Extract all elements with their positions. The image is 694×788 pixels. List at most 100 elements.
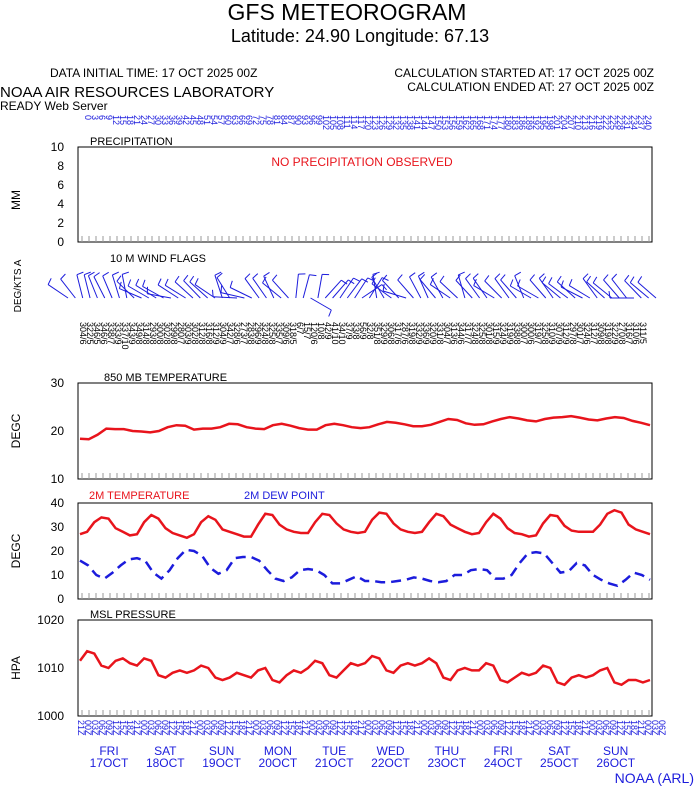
wind-value-label: 299/8 — [169, 322, 179, 345]
top-hour-label: 57 — [216, 115, 226, 125]
wind-barb-flag — [272, 274, 278, 281]
wind-barb — [409, 276, 422, 299]
top-hour-label: 54 — [209, 115, 219, 125]
wind-barb — [624, 280, 642, 299]
wind-barb-flag — [194, 278, 199, 285]
top-hour-label: 66 — [237, 115, 247, 125]
wind-barb-flag — [127, 279, 132, 287]
wind-value-label: 342/7 — [225, 322, 235, 345]
temp850-minor-ticks — [81, 473, 650, 479]
top-hour-label: 72 — [251, 115, 261, 125]
wind-barb — [127, 285, 150, 299]
wind-barb — [272, 279, 289, 299]
top-hour-label: 78 — [265, 115, 275, 125]
bottom-hour-label: 15Z — [342, 720, 352, 736]
wind-value-label: 270/8 — [617, 322, 627, 345]
wind-value-label: 309/8 — [596, 322, 606, 345]
wind-barb-flag — [263, 271, 270, 277]
bottom-hour-axis: 21Z00Z03Z06Z09Z12Z15Z18Z21Z00Z03Z06Z09Z1… — [76, 720, 667, 736]
wind-barbs — [47, 271, 657, 317]
initial-time-label: DATA INITIAL TIME: 17 OCT 2025 00Z — [50, 66, 257, 80]
top-hour-label: 186 — [517, 115, 527, 130]
top-hour-label: 108 — [335, 115, 345, 130]
wind-barb — [510, 285, 532, 299]
wind-value-label: 300/8 — [155, 322, 165, 345]
bottom-hour-label: 00Z — [83, 720, 93, 736]
wind-value-label: 325/8 — [267, 322, 277, 345]
top-hour-label: 21 — [132, 115, 142, 125]
top-hour-label: 12 — [111, 115, 121, 125]
bottom-hour-label: 09Z — [384, 720, 394, 736]
day-date-label: 18OCT — [146, 756, 185, 770]
temp850-series-line — [79, 414, 651, 441]
wind-value-label: 293/8 — [148, 322, 158, 345]
wind-value-label: 34/10 — [337, 322, 347, 345]
wind-barb-flag — [548, 277, 553, 284]
bottom-hour-label: 15Z — [174, 720, 184, 736]
wind-ylabel: DEG/KTS A — [13, 259, 24, 312]
bottom-hour-label: 00Z — [195, 720, 205, 736]
wind-barb — [93, 276, 106, 299]
top-hour-label: 6 — [97, 115, 107, 120]
top-hour-label: 69 — [244, 115, 254, 125]
y-tick-label: 1010 — [37, 661, 64, 675]
bottom-hour-label: 09Z — [440, 720, 450, 736]
top-hour-label: 96 — [307, 115, 317, 125]
top-hour-label: 81 — [272, 115, 282, 125]
wind-value-label: 318/5 — [288, 322, 298, 345]
top-hour-label: 114 — [349, 115, 359, 129]
top-hour-label: 207 — [566, 115, 576, 130]
y-tick-label: 30 — [51, 520, 65, 534]
wind-barb — [60, 278, 76, 299]
bottom-hour-label: 00Z — [419, 720, 429, 736]
top-hour-label: 132 — [391, 115, 401, 130]
wind-barb-flag — [586, 275, 592, 283]
top-hour-label: 162 — [461, 115, 471, 130]
top-hour-label: 105 — [328, 115, 338, 130]
wind-barb — [121, 274, 128, 299]
top-hour-label: 141 — [412, 115, 422, 130]
day-weekday-label: SAT — [548, 744, 571, 758]
top-hour-label: 231 — [622, 115, 632, 130]
wind-barb-flag — [494, 273, 501, 279]
bottom-hour-label: 15Z — [118, 720, 128, 736]
temp2m-ylabel: DEGC — [9, 533, 23, 568]
top-hour-label: 219 — [594, 115, 604, 130]
pressure-series-line — [78, 649, 651, 687]
bottom-hour-label: 18Z — [405, 720, 415, 736]
y-tick-label: 1000 — [37, 709, 64, 723]
wind-value-label: 324/8 — [470, 322, 480, 345]
top-hour-label: 177 — [496, 115, 506, 130]
wind-barb — [629, 282, 649, 299]
day-weekday-label: MON — [264, 744, 292, 758]
temp2m-frame — [77, 502, 653, 600]
bottom-hour-label: 09Z — [608, 720, 618, 736]
wind-value-label: 317/6 — [393, 322, 403, 345]
wind-barb-flag — [439, 275, 445, 282]
top-hour-label: 237 — [636, 115, 646, 130]
top-hour-label: 240 — [643, 115, 653, 130]
wind-value-label: 351/8 — [372, 322, 382, 345]
wind-value-label: 301/8 — [484, 322, 494, 345]
wind-barb-flag — [135, 278, 140, 286]
wind-barb-flag — [382, 274, 388, 281]
wind-value-label: 333/9 — [113, 322, 123, 345]
wind-value-labels: 304/6322/5346/5346/6338/7333/9337/10343/… — [78, 322, 648, 350]
wind-barb — [430, 284, 451, 299]
wind-value-label: 316/7 — [624, 322, 634, 345]
wind-barb-flag — [93, 272, 100, 278]
wind-value-label: 325/8 — [477, 322, 487, 345]
wind-value-label: 344/6 — [456, 322, 466, 345]
wind-barb-flag — [529, 274, 535, 281]
wind-barb — [439, 281, 458, 299]
pressure-frame — [77, 619, 653, 717]
wind-barb — [346, 278, 363, 299]
wind-barb-flag — [353, 277, 360, 282]
top-hour-label: 204 — [559, 115, 569, 130]
wind-barb — [214, 275, 223, 299]
bottom-hour-label: 06Z — [97, 720, 107, 736]
temp2m-legend: 2M TEMPERATURE — [89, 490, 189, 502]
wind-value-label: 303/9 — [183, 322, 193, 345]
bottom-hour-label: 18Z — [629, 720, 639, 736]
bottom-hour-label: 18Z — [461, 720, 471, 736]
